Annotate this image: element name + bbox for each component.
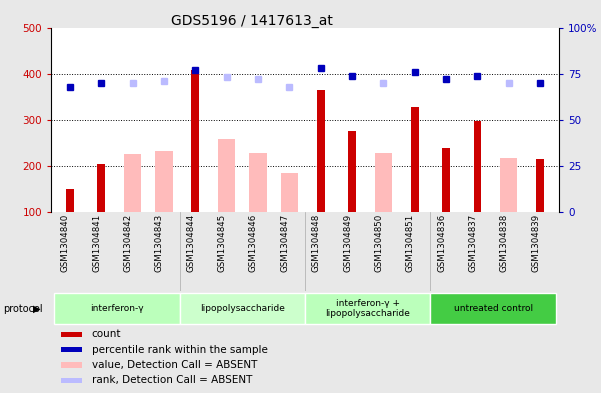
Bar xyxy=(124,154,141,212)
Text: GSM1304849: GSM1304849 xyxy=(343,214,352,272)
Bar xyxy=(442,149,450,212)
Text: GSM1304836: GSM1304836 xyxy=(437,214,446,272)
Text: GSM1304841: GSM1304841 xyxy=(92,214,101,272)
Bar xyxy=(155,151,172,212)
Text: GSM1304838: GSM1304838 xyxy=(500,214,509,272)
Text: GSM1304837: GSM1304837 xyxy=(468,214,477,272)
Bar xyxy=(61,362,82,367)
Bar xyxy=(61,332,82,337)
Bar xyxy=(97,164,105,212)
FancyBboxPatch shape xyxy=(430,292,556,325)
Bar xyxy=(500,158,517,212)
Text: GSM1304850: GSM1304850 xyxy=(374,214,383,272)
Bar xyxy=(281,173,298,212)
Text: GDS5196 / 1417613_at: GDS5196 / 1417613_at xyxy=(171,14,334,28)
Text: value, Detection Call = ABSENT: value, Detection Call = ABSENT xyxy=(92,360,257,370)
Bar xyxy=(536,159,544,212)
Text: interferon-γ: interferon-γ xyxy=(90,304,144,313)
FancyBboxPatch shape xyxy=(54,292,180,325)
Text: GSM1304848: GSM1304848 xyxy=(312,214,321,272)
Bar xyxy=(218,139,235,212)
Text: GSM1304844: GSM1304844 xyxy=(186,214,195,272)
Bar xyxy=(348,131,356,212)
Text: GSM1304846: GSM1304846 xyxy=(249,214,258,272)
Text: lipopolysaccharide: lipopolysaccharide xyxy=(200,304,285,313)
Text: GSM1304843: GSM1304843 xyxy=(155,214,164,272)
Text: ▶: ▶ xyxy=(34,303,41,314)
Text: GSM1304842: GSM1304842 xyxy=(124,214,133,272)
FancyBboxPatch shape xyxy=(180,292,305,325)
Text: GSM1304847: GSM1304847 xyxy=(280,214,289,272)
FancyBboxPatch shape xyxy=(305,292,430,325)
Text: protocol: protocol xyxy=(3,303,43,314)
Bar xyxy=(411,107,419,212)
Bar xyxy=(61,347,82,352)
Text: GSM1304845: GSM1304845 xyxy=(218,214,227,272)
Bar xyxy=(474,121,481,212)
Bar xyxy=(66,189,74,212)
Text: GSM1304839: GSM1304839 xyxy=(531,214,540,272)
Bar xyxy=(61,378,82,383)
Text: percentile rank within the sample: percentile rank within the sample xyxy=(92,345,267,354)
Bar xyxy=(191,70,199,212)
Text: rank, Detection Call = ABSENT: rank, Detection Call = ABSENT xyxy=(92,375,252,385)
Text: count: count xyxy=(92,329,121,339)
Text: untreated control: untreated control xyxy=(454,304,532,313)
Bar xyxy=(375,153,392,212)
Text: GSM1304851: GSM1304851 xyxy=(406,214,415,272)
Text: GSM1304840: GSM1304840 xyxy=(61,214,70,272)
Bar xyxy=(249,153,267,212)
Text: interferon-γ +
lipopolysaccharide: interferon-γ + lipopolysaccharide xyxy=(325,299,410,318)
Bar xyxy=(317,90,325,212)
